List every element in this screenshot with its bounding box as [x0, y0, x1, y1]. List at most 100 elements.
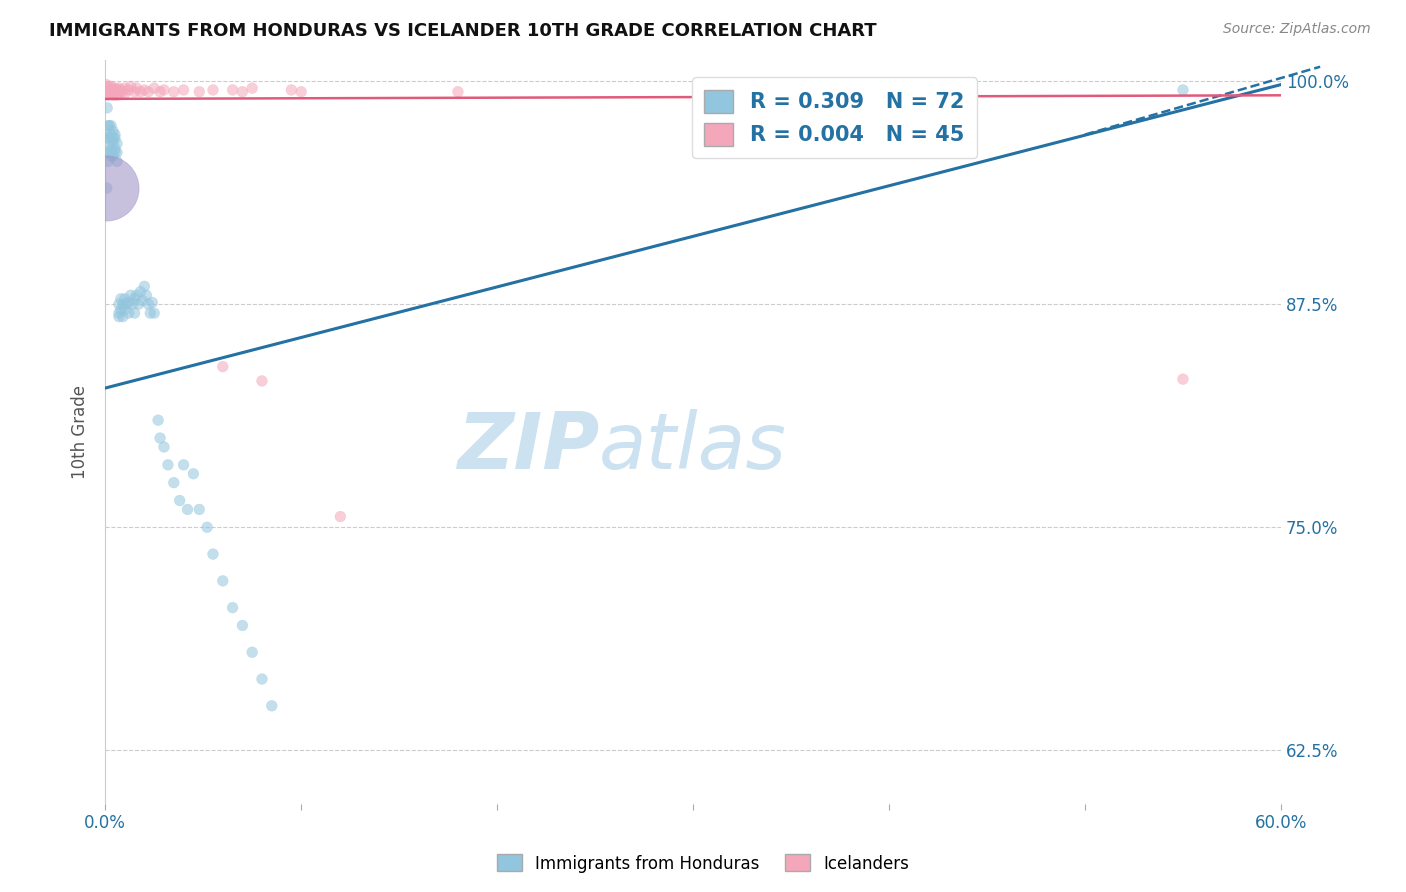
Point — [153, 440, 176, 454]
Point — [1171, 83, 1194, 97]
Point — [104, 87, 127, 101]
Point — [163, 85, 186, 99]
Point — [97, 131, 120, 145]
Point — [447, 85, 470, 99]
Point — [101, 145, 124, 160]
Point — [120, 288, 142, 302]
Point — [124, 85, 146, 99]
Point — [94, 181, 117, 195]
Point — [240, 645, 263, 659]
Point — [201, 83, 224, 97]
Point — [115, 297, 138, 311]
Point — [98, 87, 121, 101]
Point — [111, 297, 134, 311]
Point — [108, 81, 131, 95]
Point — [139, 306, 162, 320]
Point — [110, 292, 132, 306]
Point — [231, 618, 253, 632]
Point — [131, 293, 153, 308]
Point — [105, 83, 128, 97]
Point — [98, 119, 121, 133]
Text: IMMIGRANTS FROM HONDURAS VS ICELANDER 10TH GRADE CORRELATION CHART: IMMIGRANTS FROM HONDURAS VS ICELANDER 10… — [49, 22, 877, 40]
Point — [121, 297, 143, 311]
Point — [105, 154, 128, 169]
Point — [143, 306, 166, 320]
Point — [101, 88, 124, 103]
Point — [105, 145, 128, 160]
Point — [149, 85, 172, 99]
Point — [104, 131, 127, 145]
Point — [98, 83, 121, 97]
Point — [101, 131, 124, 145]
Point — [101, 136, 124, 151]
Point — [173, 458, 195, 472]
Point — [97, 119, 120, 133]
Point — [125, 288, 148, 302]
Point — [231, 85, 253, 99]
Point — [201, 547, 224, 561]
Point — [97, 154, 120, 169]
Point — [1171, 372, 1194, 386]
Point — [134, 83, 156, 97]
Point — [111, 85, 134, 99]
Point — [100, 85, 122, 99]
Point — [104, 128, 127, 142]
Point — [110, 83, 132, 97]
Point — [153, 83, 176, 97]
Point — [105, 88, 128, 103]
Point — [221, 600, 243, 615]
Point — [104, 145, 127, 160]
Point — [240, 81, 263, 95]
Point — [98, 131, 121, 145]
Point — [149, 431, 172, 445]
Point — [169, 493, 191, 508]
Point — [141, 295, 163, 310]
Point — [136, 297, 159, 311]
Point — [111, 310, 134, 324]
Point — [108, 87, 131, 101]
Point — [173, 83, 195, 97]
Point — [134, 279, 156, 293]
Legend: Immigrants from Honduras, Icelanders: Immigrants from Honduras, Icelanders — [491, 847, 915, 880]
Point — [250, 374, 273, 388]
Point — [135, 288, 157, 302]
Point — [211, 359, 233, 374]
Point — [114, 81, 136, 95]
Point — [100, 128, 122, 142]
Point — [96, 88, 118, 103]
Point — [96, 81, 118, 95]
Point — [118, 306, 141, 320]
Point — [104, 81, 127, 95]
Point — [188, 85, 211, 99]
Point — [97, 85, 120, 99]
Point — [108, 297, 131, 311]
Point — [96, 128, 118, 142]
Point — [128, 297, 150, 311]
Point — [98, 136, 121, 151]
Point — [101, 83, 124, 97]
Point — [114, 302, 136, 317]
Point — [108, 306, 131, 320]
Point — [118, 295, 141, 310]
Point — [96, 181, 118, 195]
Point — [101, 149, 124, 163]
Y-axis label: 10th Grade: 10th Grade — [72, 384, 89, 479]
Point — [143, 81, 166, 95]
Point — [280, 83, 302, 97]
Point — [124, 292, 146, 306]
Point — [98, 145, 121, 160]
Point — [129, 85, 152, 99]
Point — [211, 574, 233, 588]
Point — [100, 79, 122, 94]
Point — [104, 142, 127, 156]
Point — [110, 302, 132, 317]
Point — [120, 79, 142, 94]
Point — [98, 79, 121, 94]
Point — [250, 672, 273, 686]
Point — [118, 83, 141, 97]
Point — [101, 124, 124, 138]
Point — [183, 467, 205, 481]
Point — [96, 78, 118, 92]
Point — [260, 698, 283, 713]
Point — [329, 509, 352, 524]
